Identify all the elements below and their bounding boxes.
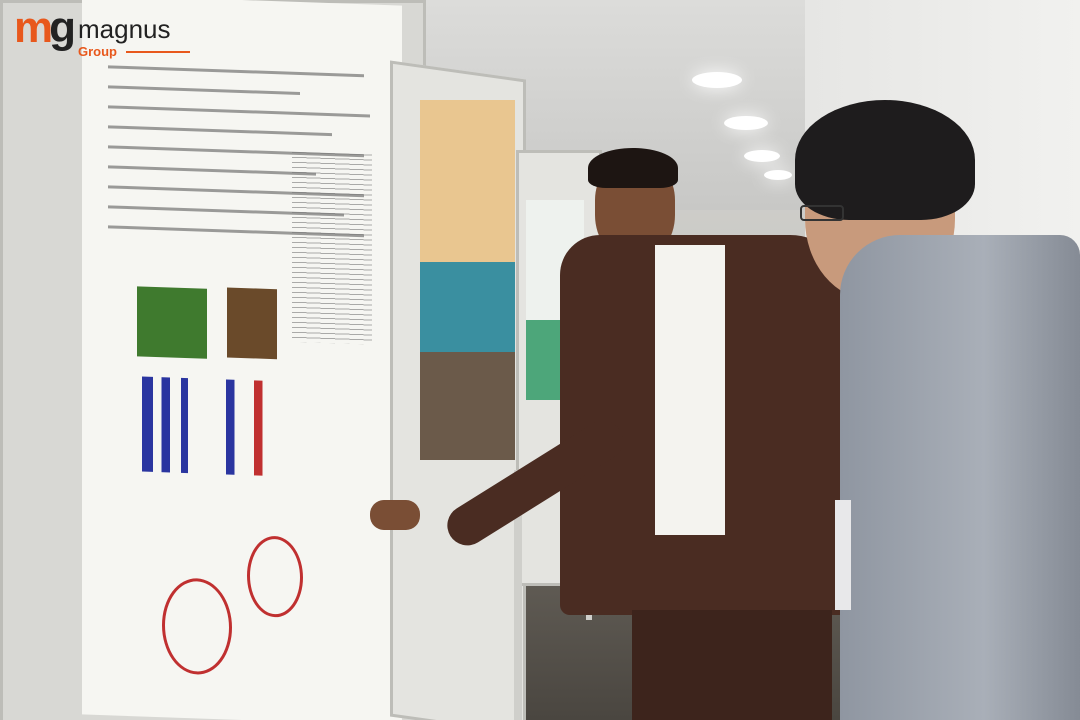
research-poster bbox=[82, 0, 402, 720]
ceiling-light bbox=[744, 150, 780, 162]
board-stand bbox=[514, 470, 522, 720]
magnus-group-logo: mg magnus Group bbox=[14, 3, 190, 70]
research-poster bbox=[420, 100, 515, 460]
logo-text: magnus bbox=[78, 14, 171, 44]
plasmid-map bbox=[247, 535, 303, 619]
hair bbox=[795, 100, 975, 220]
plasmid-map bbox=[162, 577, 232, 676]
suit-jacket bbox=[840, 235, 1080, 720]
leaf-photo bbox=[137, 286, 207, 359]
logo-subtext: Group bbox=[78, 44, 117, 59]
name-badge bbox=[835, 500, 851, 610]
leaf-photo bbox=[227, 287, 277, 360]
shirt bbox=[655, 245, 725, 535]
logo-rule bbox=[126, 51, 190, 53]
ceiling-light bbox=[724, 116, 768, 130]
hair bbox=[588, 148, 678, 188]
glasses bbox=[800, 205, 844, 221]
trousers bbox=[632, 610, 832, 720]
bar-chart-figure bbox=[142, 376, 282, 477]
visitor bbox=[790, 100, 1080, 720]
ceiling-light bbox=[764, 170, 792, 180]
logo-monogram: mg bbox=[14, 3, 76, 52]
presenter bbox=[360, 140, 860, 720]
pointing-hand bbox=[370, 500, 420, 530]
ceiling-light bbox=[692, 72, 742, 88]
